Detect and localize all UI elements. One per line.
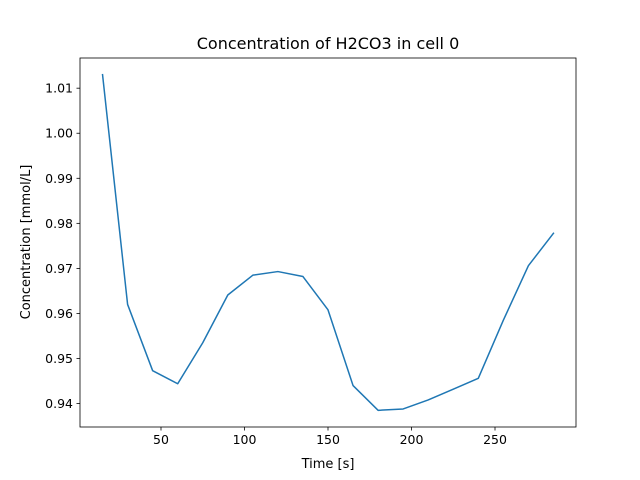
y-tick-label: 1.00	[45, 126, 73, 141]
y-tick-label: 0.95	[45, 351, 73, 366]
x-tick-label: 200	[400, 432, 424, 447]
y-tick-label: 1.01	[45, 81, 73, 96]
y-tick-label: 0.94	[45, 396, 73, 411]
x-tick-label: 150	[316, 432, 340, 447]
y-tick-label: 0.96	[45, 306, 73, 321]
plot-area: 50 100 150 200 250 0.94 0.95 0.96 0.97 0.98 0.99 1.…	[45, 57, 577, 447]
x-tick-label: 100	[233, 432, 257, 447]
y-tick-label: 0.99	[45, 171, 73, 186]
y-tick-label: 0.97	[45, 261, 73, 276]
y-tick-label: 0.98	[45, 216, 73, 231]
x-tick-label: 250	[483, 432, 507, 447]
chart-title: Concentration of H2CO3 in cell 0	[197, 34, 460, 53]
x-axis-label: Time [s]	[301, 457, 355, 472]
series-line-0	[101, 73, 555, 412]
y-axis-label: Concentration [mmol/L]	[19, 165, 34, 320]
x-tick-label: 50	[153, 432, 169, 447]
